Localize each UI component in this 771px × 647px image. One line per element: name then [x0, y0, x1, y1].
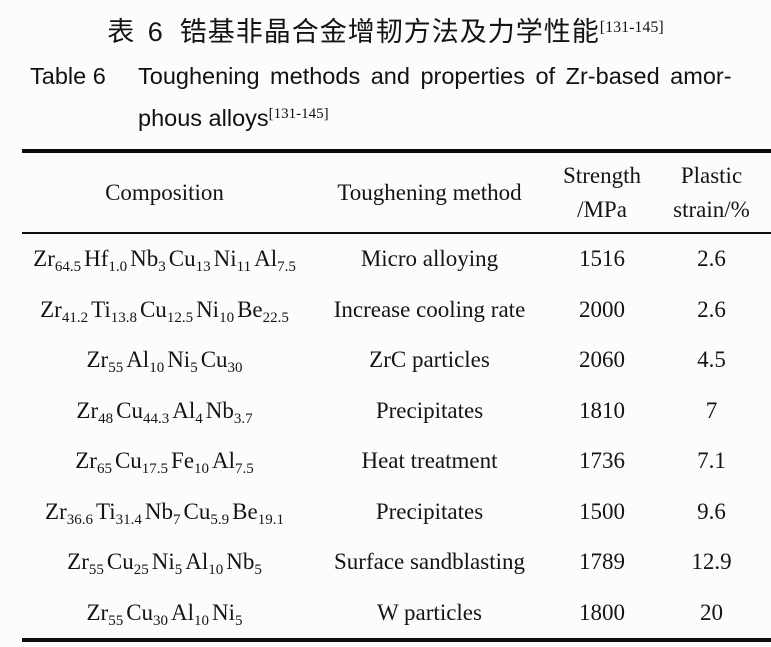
method-cell: Heat treatment: [361, 448, 498, 474]
plastic-cell: 7: [705, 397, 718, 423]
header-strength: Strength /MPa: [552, 159, 652, 227]
strength-cell: 1789: [579, 549, 625, 575]
method-cell: Micro alloying: [360, 246, 499, 272]
strength-cell: 2000: [579, 296, 625, 322]
header-composition: Composition: [105, 179, 224, 205]
caption-en-line1: Toughening methods and properties of Zr-…: [138, 63, 732, 89]
table-body: Zr64.5 Hf1.0 Nb3 Cu13 Ni11 Al7.5 Micro alloyi…: [22, 234, 771, 638]
plastic-cell: 2.6: [697, 246, 726, 272]
strength-cell: 1516: [579, 246, 625, 272]
plastic-cell: 20: [700, 599, 723, 625]
strength-cell: 1800: [579, 599, 625, 625]
header-toughening-method: Toughening method: [337, 179, 522, 205]
reference-superscript-en: [131-145]: [268, 106, 329, 122]
composition-cell: Zr55 Al10 Ni5 Cu30: [22, 347, 307, 377]
table-row: Zr65 Cu17.5 Fe10 Al7.5 Heat treatment 1736 …: [22, 436, 771, 487]
method-cell: Surface sandblasting: [334, 549, 525, 575]
composition-cell: Zr48 Cu44.3 Al4 Nb3.7: [22, 397, 307, 427]
table-row: Zr41.2 Ti13.8 Cu12.5 Ni10 Be22.5 Increase co…: [22, 285, 771, 336]
table-bottom-rule: [22, 638, 771, 642]
composition-cell: Zr55 Cu25 Ni5 Al10 Nb5: [22, 549, 307, 579]
reference-superscript-zh: [131-145]: [599, 19, 664, 36]
table-top-rule: [22, 149, 771, 153]
composition-formula: Zr55 Cu30 Al10 Ni5: [86, 599, 243, 629]
method-cell: Increase cooling rate: [333, 296, 526, 322]
caption-en-line2-text: phous alloys: [138, 105, 269, 131]
composition-cell: Zr55 Cu30 Al10 Ni5: [22, 599, 307, 629]
plastic-cell: 2.6: [697, 296, 726, 322]
method-cell: W particles: [377, 599, 482, 625]
table-row: Zr64.5 Hf1.0 Nb3 Cu13 Ni11 Al7.5 Micro alloyi…: [22, 234, 771, 285]
table-header-rule: [22, 232, 771, 234]
plastic-cell: 12.9: [691, 549, 732, 575]
method-cell: Precipitates: [375, 397, 484, 423]
header-strength-line2: /MPa: [577, 196, 627, 222]
caption-en-line2: phous alloys[131-145]: [138, 95, 771, 137]
header-plastic-line2: strain/%: [673, 196, 750, 222]
header-strength-line1: Strength: [563, 162, 641, 188]
header-plastic-strain: Plastic strain/%: [652, 159, 771, 227]
data-table: Composition Toughening method Strength /…: [22, 149, 771, 642]
composition-formula: Zr36.6 Ti31.4 Nb7 Cu5.9 Be19.1: [45, 498, 284, 528]
composition-formula: Zr55 Cu25 Ni5 Al10 Nb5: [67, 549, 262, 579]
composition-formula: Zr64.5 Hf1.0 Nb3 Cu13 Ni11 Al7.5: [33, 246, 296, 276]
plastic-cell: 9.6: [697, 498, 726, 524]
table-number-zh: 表 6: [107, 17, 166, 47]
strength-cell: 1736: [579, 448, 625, 474]
composition-formula: Zr41.2 Ti13.8 Cu12.5 Ni10 Be22.5: [40, 296, 289, 326]
composition-cell: Zr41.2 Ti13.8 Cu12.5 Ni10 Be22.5: [22, 296, 307, 326]
table-row: Zr55 Al10 Ni5 Cu30 ZrC particles 2060 4.5: [22, 335, 771, 386]
composition-formula: Zr65 Cu17.5 Fe10 Al7.5: [75, 448, 254, 478]
table-row: Zr55 Cu30 Al10 Ni5 W particles 1800 20: [22, 588, 771, 639]
table-row: Zr48 Cu44.3 Al4 Nb3.7 Precipitates 1810 7: [22, 386, 771, 437]
table-caption-zh: 表 6 锆基非晶合金增韧方法及力学性能[131-145]: [0, 0, 771, 49]
strength-cell: 2060: [579, 347, 625, 373]
table-row: Zr55 Cu25 Ni5 Al10 Nb5 Surface sandblasting …: [22, 537, 771, 588]
method-cell: ZrC particles: [369, 347, 490, 373]
strength-cell: 1810: [579, 397, 625, 423]
strength-cell: 1500: [579, 498, 625, 524]
table-number-en: Table 6: [30, 63, 106, 89]
header-plastic-line1: Plastic: [680, 162, 743, 188]
table-title-zh: 锆基非晶合金增韧方法及力学性能: [179, 17, 600, 47]
table-header-row: Composition Toughening method Strength /…: [22, 153, 771, 232]
method-cell: Precipitates: [375, 498, 484, 524]
table-row: Zr36.6 Ti31.4 Nb7 Cu5.9 Be19.1 Precipitates …: [22, 487, 771, 538]
composition-cell: Zr36.6 Ti31.4 Nb7 Cu5.9 Be19.1: [22, 498, 307, 528]
plastic-cell: 7.1: [697, 448, 726, 474]
composition-formula: Zr48 Cu44.3 Al4 Nb3.7: [76, 397, 253, 427]
composition-formula: Zr55 Al10 Ni5 Cu30: [86, 347, 243, 377]
table-caption-en: Table 6 Toughening methods and propertie…: [0, 57, 771, 137]
composition-cell: Zr65 Cu17.5 Fe10 Al7.5: [22, 448, 307, 478]
composition-cell: Zr64.5 Hf1.0 Nb3 Cu13 Ni11 Al7.5: [22, 246, 307, 276]
plastic-cell: 4.5: [697, 347, 726, 373]
